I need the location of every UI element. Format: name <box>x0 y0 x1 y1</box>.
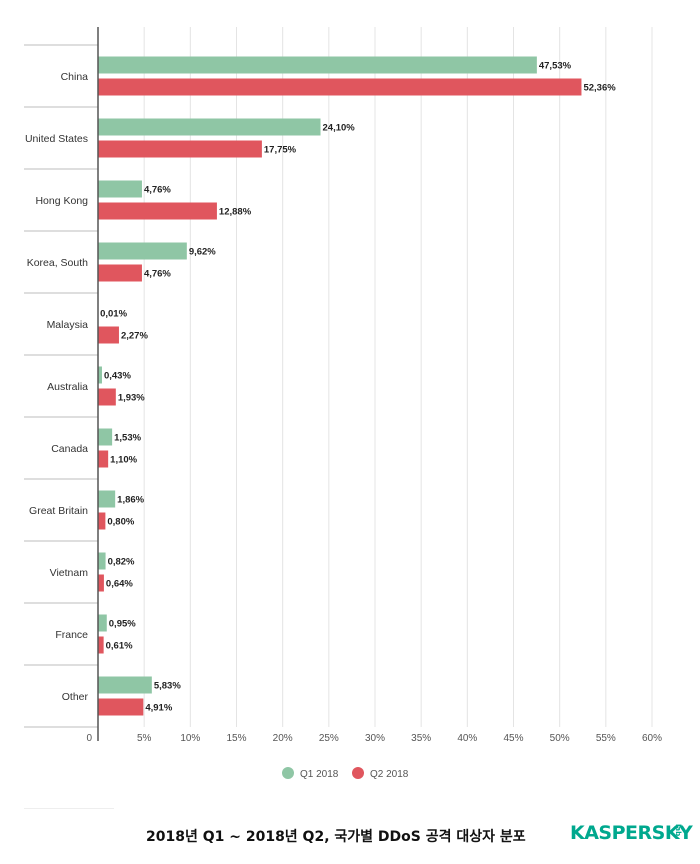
kaspersky-logo: KASPERSKY lab <box>570 822 693 848</box>
data-label: 4,91% <box>145 703 172 714</box>
x-tick-label: 55% <box>596 733 616 744</box>
data-label: 0,82% <box>108 557 135 568</box>
bar <box>98 676 152 694</box>
data-label: 2,27% <box>121 331 148 342</box>
bar-chart: China 47,53% 52,36% United States 24,10% 17,7… <box>24 27 662 780</box>
x-tick-label: 45% <box>503 733 523 744</box>
category-label: Great Britain <box>29 505 88 517</box>
bar <box>98 450 109 468</box>
footer: 2018년 Q1 ~ 2018년 Q2, 국가별 DDoS 공격 대상자 분포 … <box>0 808 700 864</box>
category-label: China <box>61 71 89 83</box>
bar <box>98 428 113 446</box>
bar <box>98 636 104 654</box>
x-tick-label: 30% <box>365 733 385 744</box>
data-label: 4,76% <box>144 269 171 280</box>
data-label: 1,86% <box>117 495 144 506</box>
bar <box>98 574 104 592</box>
legend-label: Q1 2018 <box>300 769 339 780</box>
bar <box>98 78 582 96</box>
data-label: 1,93% <box>118 393 145 404</box>
bar <box>98 552 106 570</box>
bar <box>98 490 116 508</box>
data-label: 0,64% <box>106 579 133 590</box>
bar <box>98 512 106 530</box>
logo-lab-text: lab <box>674 824 682 837</box>
category-label: Vietnam <box>50 567 89 579</box>
bar <box>98 140 262 158</box>
category-label: France <box>55 629 88 641</box>
category-label: Korea, South <box>27 257 88 269</box>
data-label: 1,10% <box>110 455 137 466</box>
x-tick-label: 20% <box>273 733 293 744</box>
bar <box>98 366 102 384</box>
x-tick-label: 0 <box>86 733 92 744</box>
bar <box>98 698 144 716</box>
data-label: 0,61% <box>106 641 133 652</box>
data-label: 0,01% <box>100 309 127 320</box>
category-label: United States <box>25 133 88 145</box>
data-label: 12,88% <box>219 207 252 218</box>
legend-marker <box>352 767 364 779</box>
data-label: 0,80% <box>107 517 134 528</box>
data-label: 24,10% <box>323 123 356 134</box>
bar <box>98 242 187 260</box>
data-label: 4,76% <box>144 185 171 196</box>
legend-marker <box>282 767 294 779</box>
bar <box>98 388 116 406</box>
bar <box>98 614 107 632</box>
x-tick-label: 15% <box>226 733 246 744</box>
x-tick-label: 10% <box>180 733 200 744</box>
x-tick-label: 40% <box>457 733 477 744</box>
bar <box>98 202 217 220</box>
data-label: 9,62% <box>189 247 216 258</box>
category-label: Malaysia <box>47 319 89 331</box>
chart-caption: 2018년 Q1 ~ 2018년 Q2, 국가별 DDoS 공격 대상자 분포 <box>146 829 526 845</box>
bar <box>98 264 142 282</box>
data-label: 47,53% <box>539 61 572 72</box>
category-label: Other <box>62 691 89 703</box>
x-tick-label: 5% <box>137 733 152 744</box>
category-label: Canada <box>51 443 88 455</box>
bar <box>98 180 142 198</box>
data-label: 5,83% <box>154 681 181 692</box>
legend-label: Q2 2018 <box>370 769 409 780</box>
data-label: 0,95% <box>109 619 136 630</box>
data-label: 0,43% <box>104 371 131 382</box>
x-tick-label: 25% <box>319 733 339 744</box>
data-label: 17,75% <box>264 145 297 156</box>
logo-text: KASPERSKY <box>570 822 693 844</box>
category-label: Australia <box>47 381 88 393</box>
data-label: 1,53% <box>114 433 141 444</box>
bar <box>98 118 321 136</box>
category-label: Hong Kong <box>35 195 88 207</box>
x-tick-label: 60% <box>642 733 662 744</box>
x-tick-label: 35% <box>411 733 431 744</box>
footer-divider <box>24 808 114 809</box>
bar <box>98 326 119 344</box>
data-label: 52,36% <box>583 83 616 94</box>
x-tick-label: 50% <box>550 733 570 744</box>
bar <box>98 56 537 74</box>
